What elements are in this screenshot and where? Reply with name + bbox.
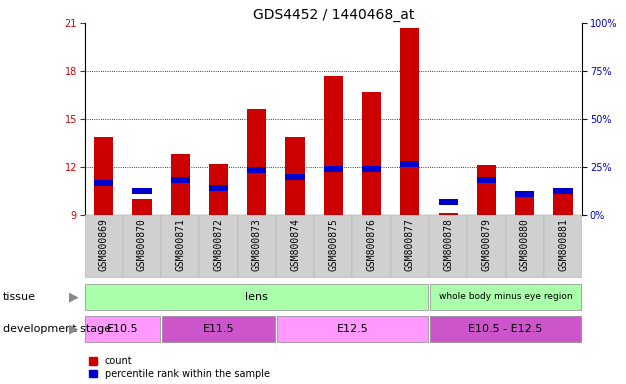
- Bar: [285, 174, 305, 180]
- Bar: [132, 188, 151, 194]
- FancyBboxPatch shape: [238, 215, 276, 278]
- Text: E12.5: E12.5: [337, 324, 368, 334]
- Bar: [94, 137, 113, 215]
- FancyBboxPatch shape: [352, 215, 391, 278]
- Text: GSM800875: GSM800875: [329, 218, 338, 271]
- Bar: [162, 316, 275, 342]
- Bar: [85, 316, 160, 342]
- Bar: [515, 196, 535, 215]
- FancyBboxPatch shape: [276, 215, 314, 278]
- FancyBboxPatch shape: [199, 215, 238, 278]
- Bar: [430, 316, 582, 342]
- Bar: [285, 137, 305, 215]
- Bar: [439, 214, 458, 215]
- Title: GDS4452 / 1440468_at: GDS4452 / 1440468_at: [253, 8, 414, 22]
- Bar: [94, 180, 113, 186]
- Text: GSM800880: GSM800880: [520, 218, 530, 271]
- Bar: [362, 92, 381, 215]
- FancyBboxPatch shape: [506, 215, 544, 278]
- Text: ▶: ▶: [69, 323, 78, 336]
- Text: GSM800879: GSM800879: [481, 218, 491, 271]
- Text: GSM800872: GSM800872: [213, 218, 223, 271]
- FancyBboxPatch shape: [391, 215, 429, 278]
- Text: GSM800870: GSM800870: [137, 218, 147, 271]
- Text: ▶: ▶: [69, 290, 78, 303]
- Bar: [401, 161, 419, 167]
- Bar: [247, 167, 266, 173]
- Text: E10.5 - E12.5: E10.5 - E12.5: [468, 324, 543, 334]
- FancyBboxPatch shape: [161, 215, 199, 278]
- Bar: [85, 284, 428, 310]
- Text: GSM800881: GSM800881: [558, 218, 568, 271]
- Text: E10.5: E10.5: [107, 324, 138, 334]
- Bar: [362, 166, 381, 172]
- Bar: [439, 199, 458, 205]
- FancyBboxPatch shape: [314, 215, 352, 278]
- Text: GSM800877: GSM800877: [405, 218, 415, 271]
- Text: GSM800869: GSM800869: [99, 218, 109, 271]
- Bar: [553, 188, 573, 194]
- Bar: [171, 154, 190, 215]
- Bar: [477, 177, 496, 183]
- FancyBboxPatch shape: [544, 215, 582, 278]
- Bar: [277, 316, 428, 342]
- Bar: [324, 166, 343, 172]
- FancyBboxPatch shape: [468, 215, 506, 278]
- Bar: [401, 28, 419, 215]
- Bar: [477, 166, 496, 215]
- Bar: [515, 191, 535, 197]
- Bar: [209, 185, 228, 191]
- Text: development stage: development stage: [3, 324, 111, 334]
- Bar: [209, 164, 228, 215]
- Text: tissue: tissue: [3, 291, 36, 302]
- Text: whole body minus eye region: whole body minus eye region: [439, 292, 572, 301]
- Text: GSM800878: GSM800878: [443, 218, 453, 271]
- Bar: [247, 109, 266, 215]
- Bar: [324, 76, 343, 215]
- FancyBboxPatch shape: [85, 215, 123, 278]
- Text: GSM800874: GSM800874: [290, 218, 300, 271]
- Bar: [430, 284, 582, 310]
- Bar: [553, 188, 573, 215]
- Text: E11.5: E11.5: [203, 324, 234, 334]
- Bar: [132, 199, 151, 215]
- FancyBboxPatch shape: [429, 215, 468, 278]
- Text: GSM800873: GSM800873: [252, 218, 262, 271]
- Text: GSM800876: GSM800876: [367, 218, 377, 271]
- FancyBboxPatch shape: [123, 215, 161, 278]
- Text: GSM800871: GSM800871: [175, 218, 185, 271]
- Bar: [171, 177, 190, 183]
- Legend: count, percentile rank within the sample: count, percentile rank within the sample: [90, 356, 270, 379]
- Text: lens: lens: [245, 291, 268, 302]
